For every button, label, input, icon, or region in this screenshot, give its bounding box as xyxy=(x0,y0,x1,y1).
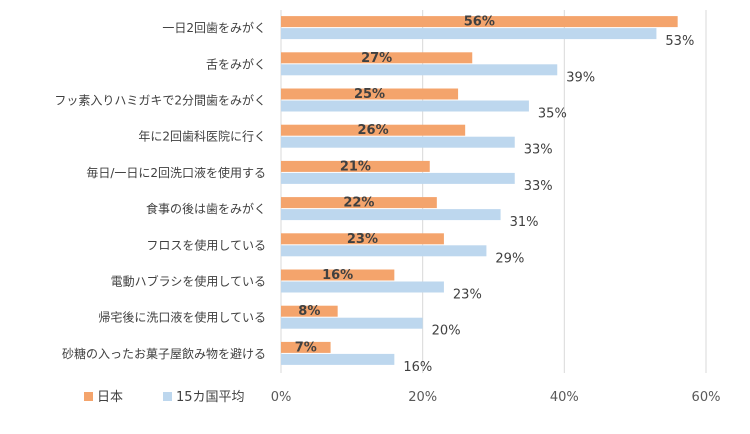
x-tick-label: 20% xyxy=(408,390,437,405)
bar-japan xyxy=(281,269,395,281)
data-label-average: 23% xyxy=(453,288,482,303)
bar-japan xyxy=(281,341,331,353)
data-label-average: 33% xyxy=(524,143,553,158)
category-label: 一日2回歯をみがく xyxy=(162,20,266,35)
category-label: フッ素入りハミガキで2分間歯をみがく xyxy=(54,93,266,108)
legend: 日本 15カ国平均 xyxy=(84,390,245,405)
data-label-japan: 56% xyxy=(464,15,495,30)
category-label: 毎日/一日に2回洗口液を使用する xyxy=(86,165,266,180)
data-label-average: 39% xyxy=(566,70,595,85)
legend-swatch xyxy=(84,392,93,401)
data-label-average: 20% xyxy=(432,324,461,339)
data-label-average: 29% xyxy=(495,251,524,266)
category-labels: 一日2回歯をみがく舌をみがくフッ素入りハミガキで2分間歯をみがく年に2回歯科医院… xyxy=(54,20,266,361)
category-label: 帰宅後に洗口液を使用している xyxy=(98,310,266,325)
legend-label: 15カ国平均 xyxy=(176,390,245,405)
x-tick-labels: 0% 20% 40% 60% xyxy=(271,390,721,405)
bar-average xyxy=(281,136,515,148)
data-label-japan: 23% xyxy=(347,232,378,247)
data-label-average: 31% xyxy=(510,215,539,230)
bar-average xyxy=(281,100,529,112)
bar-average xyxy=(281,64,558,76)
bar-average xyxy=(281,209,501,221)
legend-swatch xyxy=(163,392,172,401)
bar-average xyxy=(281,281,444,293)
bar-japan xyxy=(281,233,444,245)
bar-average xyxy=(281,245,487,257)
bars xyxy=(281,16,678,365)
data-label-average: 53% xyxy=(665,34,694,49)
data-labels: 56% 53% 27% 39% 25% 35% 26% 33% 21% 33% 22% 31% 23% 2… xyxy=(295,15,695,375)
category-label: 舌をみがく xyxy=(206,56,266,71)
data-label-average: 33% xyxy=(524,179,553,194)
data-label-japan: 25% xyxy=(354,87,385,102)
data-label-japan: 22% xyxy=(343,196,374,211)
bar-average xyxy=(281,317,423,329)
legend-label: 日本 xyxy=(97,390,123,405)
bar-average xyxy=(281,172,515,184)
data-label-japan: 7% xyxy=(295,340,317,355)
x-tick-label: 40% xyxy=(550,390,579,405)
x-tick-label: 60% xyxy=(692,390,721,405)
data-label-average: 35% xyxy=(538,107,567,122)
data-label-japan: 26% xyxy=(358,123,389,138)
category-label: 電動ハブラシを使用している xyxy=(111,274,266,289)
data-label-japan: 27% xyxy=(361,51,392,66)
data-label-average: 16% xyxy=(403,360,432,375)
category-label: 年に2回歯科医院に行く xyxy=(138,130,266,144)
bar-average xyxy=(281,28,657,40)
category-label: 砂糖の入ったお菓子屋飲み物を避ける xyxy=(62,346,266,361)
bar-japan xyxy=(281,88,459,100)
bar-japan xyxy=(281,160,430,172)
data-label-japan: 8% xyxy=(298,304,320,319)
category-label: フロスを使用している xyxy=(146,237,266,252)
bar-japan xyxy=(281,124,466,136)
category-label: 食事の後は歯をみがく xyxy=(146,201,266,216)
x-tick-label: 0% xyxy=(271,390,292,405)
data-label-japan: 16% xyxy=(322,268,353,283)
data-label-japan: 21% xyxy=(340,159,371,174)
bar-japan xyxy=(281,197,437,209)
bar-japan xyxy=(281,52,473,64)
bar-japan xyxy=(281,16,678,28)
bar-average xyxy=(281,353,395,365)
bar-japan xyxy=(281,305,338,317)
